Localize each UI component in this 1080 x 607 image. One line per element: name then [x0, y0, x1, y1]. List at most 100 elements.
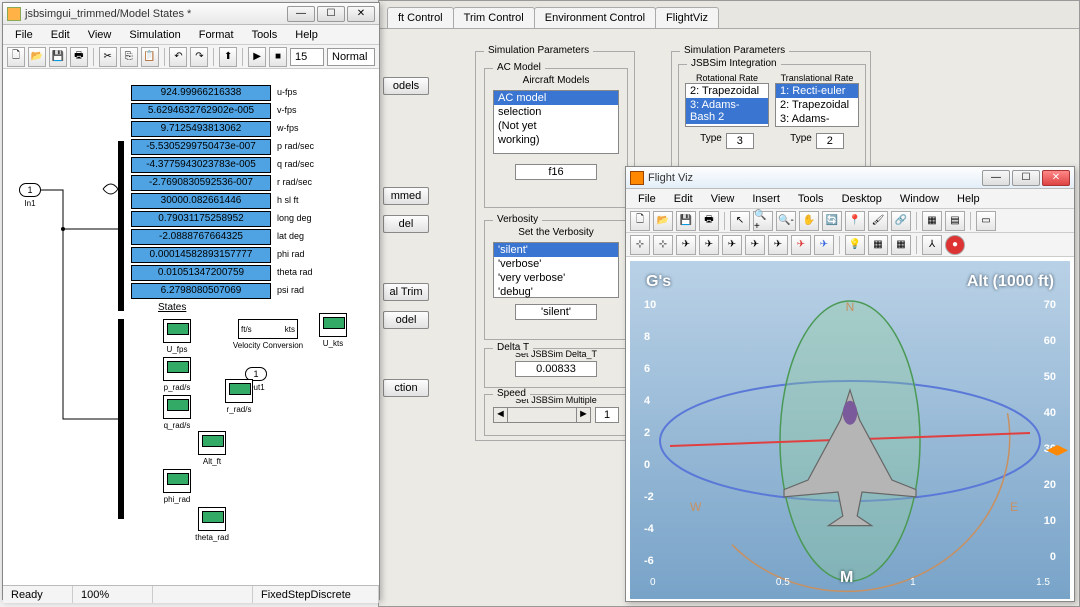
max-button[interactable]: ☐ [317, 6, 345, 22]
fmenu-view[interactable]: View [703, 191, 743, 207]
ac-item-1[interactable]: selection [494, 105, 618, 119]
ft2-8[interactable]: ✈ [791, 235, 811, 255]
fviz-max[interactable]: ☐ [1012, 170, 1040, 186]
verb-list[interactable]: 'silent' 'verbose' 'very verbose' 'debug… [493, 242, 619, 298]
tb-print[interactable]: 🖶 [70, 47, 88, 67]
verb-2[interactable]: 'very verbose' [494, 271, 618, 285]
ft2-grid2[interactable]: ▦ [891, 235, 911, 255]
ft-new[interactable]: 🗋 [630, 211, 650, 231]
ft-legend[interactable]: ▤ [945, 211, 965, 231]
rot-type-val[interactable]: 3 [726, 133, 754, 149]
trans-type-val[interactable]: 2 [816, 133, 844, 149]
tb-copy[interactable]: ⎘ [120, 47, 138, 67]
verb-3[interactable]: 'debug' [494, 285, 618, 299]
ft2-6[interactable]: ✈ [745, 235, 765, 255]
ft-pointer[interactable]: ↖ [730, 211, 750, 231]
fviz-min[interactable]: — [982, 170, 1010, 186]
tb-time[interactable] [290, 48, 324, 66]
ft-link[interactable]: 🔗 [891, 211, 911, 231]
menu-format[interactable]: Format [191, 27, 242, 43]
ft2-1[interactable]: ⊹ [630, 235, 650, 255]
dt-value[interactable]: 0.00833 [515, 361, 597, 377]
fviz-close[interactable]: ✕ [1042, 170, 1070, 186]
simulink-titlebar[interactable]: jsbsimgui_trimmed/Model States * — ☐ ✕ [3, 3, 379, 25]
simulink-canvas[interactable]: 1 In1 924.99966216338u-fps5.629463276290… [3, 69, 379, 585]
verb-value[interactable]: 'silent' [515, 304, 597, 320]
tab-trim-control[interactable]: Trim Control [453, 7, 535, 28]
in1-port[interactable]: 1 [19, 183, 41, 197]
tab-env-control[interactable]: Environment Control [534, 7, 656, 28]
fmenu-help[interactable]: Help [949, 191, 988, 207]
speed-slider[interactable]: ◄► [493, 407, 591, 423]
acmodel-list[interactable]: AC model selection (Not yet working) [493, 90, 619, 154]
state-value-5[interactable]: -2.7690830592536-007 [131, 175, 271, 191]
tb-cut[interactable]: ✂ [99, 47, 117, 67]
ac-item-2[interactable]: (Not yet [494, 119, 618, 133]
demux-1[interactable] [118, 141, 124, 311]
scope-p_rad/s[interactable] [163, 357, 191, 381]
fviz-titlebar[interactable]: Flight Viz — ☐ ✕ [626, 167, 1074, 189]
ft2-stick[interactable]: ⅄ [922, 235, 942, 255]
state-value-8[interactable]: -2.0888767664325 [131, 229, 271, 245]
state-value-2[interactable]: 9.7125493813062 [131, 121, 271, 137]
state-value-3[interactable]: -5.5305299750473e-007 [131, 139, 271, 155]
tab-flightviz[interactable]: FlightViz [655, 7, 719, 28]
fmenu-edit[interactable]: Edit [666, 191, 701, 207]
rot-0[interactable]: 2: Trapezoidal [686, 84, 768, 98]
ft2-grid1[interactable]: ▦ [868, 235, 888, 255]
fmenu-tools[interactable]: Tools [790, 191, 832, 207]
ft2-bulb[interactable]: 💡 [845, 235, 865, 255]
ft-save[interactable]: 💾 [676, 211, 696, 231]
ft-open[interactable]: 📂 [653, 211, 673, 231]
tb-open[interactable]: 📂 [28, 47, 46, 67]
fmenu-insert[interactable]: Insert [744, 191, 788, 207]
fmenu-window[interactable]: Window [892, 191, 947, 207]
speed-value[interactable]: 1 [595, 407, 619, 423]
tb-stop[interactable]: ■ [269, 47, 287, 67]
tb-redo[interactable]: ↷ [190, 47, 208, 67]
scope-q_rad/s[interactable] [163, 395, 191, 419]
ac-value[interactable]: f16 [515, 164, 597, 180]
ft2-stop[interactable]: ● [945, 235, 965, 255]
tb-paste[interactable]: 📋 [141, 47, 159, 67]
btn-trimmed[interactable]: mmed [383, 187, 429, 205]
min-button[interactable]: — [287, 6, 315, 22]
state-value-1[interactable]: 5.6294632762902e-005 [131, 103, 271, 119]
rot-1[interactable]: 3: Adams-Bash 2 [686, 98, 768, 124]
menu-file[interactable]: File [7, 27, 41, 43]
ft-zoomout[interactable]: 🔍- [776, 211, 796, 231]
state-value-0[interactable]: 924.99966216338 [131, 85, 271, 101]
ac-item-3[interactable]: working) [494, 133, 618, 147]
fmenu-file[interactable]: File [630, 191, 664, 207]
rot-list[interactable]: 2: Trapezoidal 3: Adams-Bash 2 4: Adams-… [685, 83, 769, 127]
ft-axes[interactable]: ▭ [976, 211, 996, 231]
state-value-4[interactable]: -4.3775943023783e-005 [131, 157, 271, 173]
state-value-9[interactable]: 0.00014582893157777 [131, 247, 271, 263]
fviz-canvas[interactable]: N E W G's Alt (1000 ft) M 1086420-2-4-6 … [630, 261, 1070, 599]
ft2-3[interactable]: ✈ [676, 235, 696, 255]
ac-item-0[interactable]: AC model [494, 91, 618, 105]
scope-theta_rad[interactable] [198, 507, 226, 531]
tb-mode[interactable] [327, 48, 375, 66]
ft-zoomin[interactable]: 🔍+ [753, 211, 773, 231]
scope-ukts[interactable] [319, 313, 347, 337]
ft2-7[interactable]: ✈ [768, 235, 788, 255]
verb-1[interactable]: 'verbose' [494, 257, 618, 271]
tb-save[interactable]: 💾 [49, 47, 67, 67]
menu-simulation[interactable]: Simulation [121, 27, 188, 43]
tb-undo[interactable]: ↶ [169, 47, 187, 67]
scope-Alt_ft[interactable] [198, 431, 226, 455]
ft-print[interactable]: 🖶 [699, 211, 719, 231]
trans-2[interactable]: 3: Adams-Bash 2 [776, 112, 858, 127]
ft-colorbar[interactable]: ▦ [922, 211, 942, 231]
scope-rrads[interactable] [225, 379, 253, 403]
btn-model[interactable]: del [383, 215, 429, 233]
ft2-9[interactable]: ✈ [814, 235, 834, 255]
trans-list[interactable]: 1: Recti-euler 2: Trapezoidal 3: Adams-B… [775, 83, 859, 127]
state-value-10[interactable]: 0.01051347200759 [131, 265, 271, 281]
btn-action[interactable]: ction [383, 379, 429, 397]
state-value-6[interactable]: 30000.082661446 [131, 193, 271, 209]
ft-rotate[interactable]: 🔄 [822, 211, 842, 231]
ft2-5[interactable]: ✈ [722, 235, 742, 255]
ft-datatip[interactable]: 📍 [845, 211, 865, 231]
